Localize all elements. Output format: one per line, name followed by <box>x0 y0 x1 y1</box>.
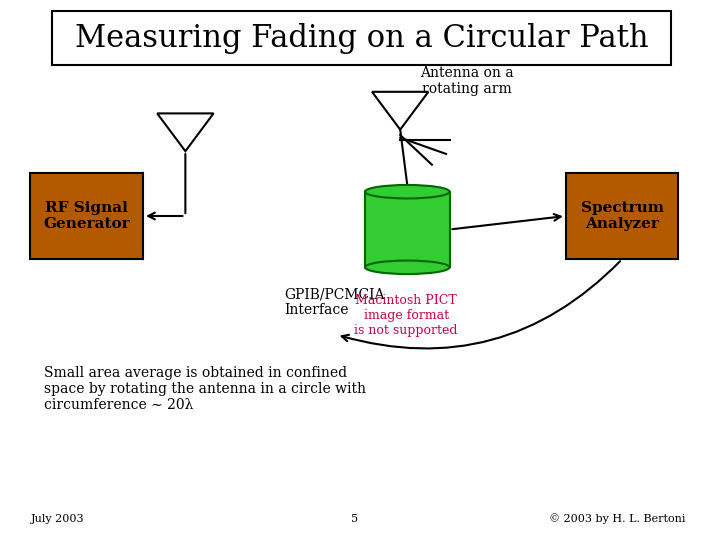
Text: Macintosh PICT
image format
is not supported: Macintosh PICT image format is not suppo… <box>354 294 458 338</box>
Text: Small area average is obtained in confined
space by rotating the antenna in a ci: Small area average is obtained in confin… <box>45 366 366 412</box>
FancyBboxPatch shape <box>30 173 143 259</box>
Ellipse shape <box>365 185 449 198</box>
Text: Measuring Fading on a Circular Path: Measuring Fading on a Circular Path <box>75 23 648 55</box>
Text: © 2003 by H. L. Bertoni: © 2003 by H. L. Bertoni <box>549 513 685 524</box>
Ellipse shape <box>365 261 449 274</box>
Text: Antenna on a
rotating arm: Antenna on a rotating arm <box>420 66 514 96</box>
Text: Spectrum
Analyzer: Spectrum Analyzer <box>580 201 664 231</box>
FancyBboxPatch shape <box>52 11 671 65</box>
FancyBboxPatch shape <box>566 173 678 259</box>
Text: RF Signal
Generator: RF Signal Generator <box>43 201 130 231</box>
Text: July 2003: July 2003 <box>30 514 84 524</box>
FancyBboxPatch shape <box>365 192 449 267</box>
Polygon shape <box>157 113 214 151</box>
Polygon shape <box>372 92 428 130</box>
Text: 5: 5 <box>351 514 358 524</box>
Text: GPIB/PCMCIA
Interface: GPIB/PCMCIA Interface <box>284 287 384 318</box>
